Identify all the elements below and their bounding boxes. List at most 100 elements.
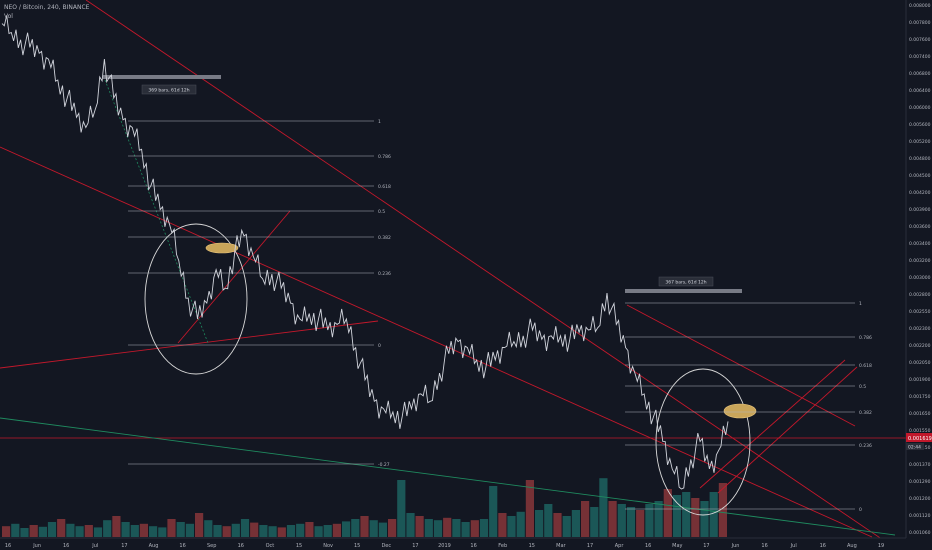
volume-bar	[84, 525, 93, 537]
volume-bar	[581, 501, 590, 537]
volume-bar	[498, 513, 507, 537]
current-price-badge	[906, 433, 932, 442]
time-tick-label: 16	[761, 543, 767, 549]
fib-level-label: 0.382	[859, 410, 872, 416]
volume-bar	[323, 525, 332, 537]
time-tick-label: 17	[121, 543, 127, 549]
price-tick-label: 0.002050	[909, 360, 931, 366]
trendline	[85, 0, 896, 549]
volume-bar	[360, 516, 369, 537]
volume-bar	[535, 510, 544, 537]
volume-bar	[599, 478, 608, 537]
volume-bar	[29, 525, 38, 537]
volume-bar	[332, 523, 341, 537]
price-tick-label: 0.002200	[909, 343, 931, 349]
fib-level-label: 0.5	[859, 384, 866, 390]
fib-level-label: 0.5	[378, 209, 385, 215]
range-bar-left	[103, 75, 221, 79]
time-tick-label: 19	[878, 543, 884, 549]
time-tick-label: Nov	[323, 543, 333, 549]
highlight-ellipse-left	[205, 242, 239, 254]
volume-bar	[691, 498, 700, 537]
fib-level-label: 0.382	[378, 235, 391, 241]
volume-bar	[240, 519, 250, 537]
volume-bar	[608, 501, 617, 537]
chart-header: NEO / Bitcoin, 240, BINANCE Vol	[4, 3, 89, 21]
bars-annotation: 369 bars, 61d 12h	[148, 88, 189, 94]
price-tick-label: 0.001120	[909, 513, 931, 519]
time-tick-label: 16	[645, 543, 651, 549]
price-tick-label: 0.007600	[909, 37, 931, 43]
volume-bar	[11, 523, 20, 537]
volume-bar	[562, 516, 571, 537]
volume-bar	[250, 522, 259, 537]
volume-bar	[204, 520, 213, 537]
volume-bar	[682, 492, 691, 537]
volume-bar	[139, 523, 148, 537]
time-tick-label: 16	[179, 543, 185, 549]
time-tick-label: Jul	[91, 543, 98, 549]
price-tick-label: 0.001650	[909, 411, 931, 417]
bars-annotation-box	[658, 276, 714, 287]
volume-bar	[590, 507, 599, 537]
time-tick-label: 15	[296, 543, 302, 549]
price-axis[interactable]: 0.008000 0.007800 0.007600 0.007400 0.006800…	[905, 0, 932, 550]
time-tick-label: Feb	[498, 543, 507, 549]
time-tick-label: Mar	[556, 543, 566, 549]
volume-bar	[636, 510, 645, 537]
volume-bar	[222, 526, 231, 537]
volume-bar	[388, 519, 397, 537]
price-tick-label: 0.001550	[909, 428, 931, 434]
countdown-label: 02:44	[908, 445, 921, 451]
price-tick-label: 0.007400	[909, 54, 931, 60]
time-tick-label: 17	[587, 543, 593, 549]
time-tick-label: 16	[238, 543, 244, 549]
volume-bar	[149, 526, 158, 537]
volume-bar	[700, 501, 709, 537]
fib-level-label: 0.618	[859, 363, 872, 369]
volume-bar	[268, 526, 277, 537]
volume-bar	[185, 523, 194, 537]
volume-bar	[167, 519, 176, 537]
countdown-badge	[906, 443, 924, 450]
volume-layer	[2, 478, 727, 537]
time-tick-label: Aug	[847, 543, 857, 549]
volume-bar	[415, 516, 424, 537]
volume-bar	[20, 528, 29, 537]
price-tick-label: 0.002300	[909, 326, 931, 332]
volume-bar	[470, 520, 479, 537]
time-tick-label: Jul	[790, 543, 797, 549]
trendline	[0, 146, 873, 538]
price-tick-label: 0.006000	[909, 105, 931, 111]
price-tick-label: 0.003900	[909, 207, 931, 213]
volume-bar	[213, 525, 222, 537]
volume-bar	[195, 513, 204, 537]
volume-indicator-label[interactable]: Vol	[4, 13, 13, 20]
time-tick-label: Oct	[266, 543, 275, 549]
drawings-layer: 369 bars, 61d 12h 367 bars, 61d 12h	[0, 0, 906, 549]
price-tick-label: 0.001200	[909, 496, 931, 502]
volume-bar	[112, 516, 121, 537]
volume-bar	[57, 519, 66, 537]
volume-bar	[617, 504, 626, 537]
time-tick-label: 16	[820, 543, 826, 549]
trendline	[0, 320, 379, 369]
fib-level-label: -0.27	[378, 462, 390, 468]
price-axis-bg	[906, 0, 932, 550]
volume-bar	[176, 522, 185, 537]
time-tick-label: May	[672, 543, 682, 549]
volume-bar	[709, 492, 718, 537]
time-tick-label: Dec	[381, 543, 391, 549]
time-tick-label: 16	[63, 543, 69, 549]
volume-bar	[158, 527, 167, 537]
price-tick-label: 0.002550	[909, 309, 931, 315]
fib-level-label: 0	[859, 507, 862, 513]
price-tick-label: 0.002800	[909, 292, 931, 298]
time-axis[interactable]: 16 Jun 16 Jul 17 Aug 16 Sep 16 Oct 15 Nov 15 Dec 17 201…	[0, 537, 932, 550]
volume-bar	[38, 526, 47, 537]
price-tick-label: 0.004800	[909, 156, 931, 162]
trendline	[699, 359, 846, 489]
price-tick-label: 0.003000	[909, 275, 931, 281]
price-tick-label: 0.005600	[909, 122, 931, 128]
